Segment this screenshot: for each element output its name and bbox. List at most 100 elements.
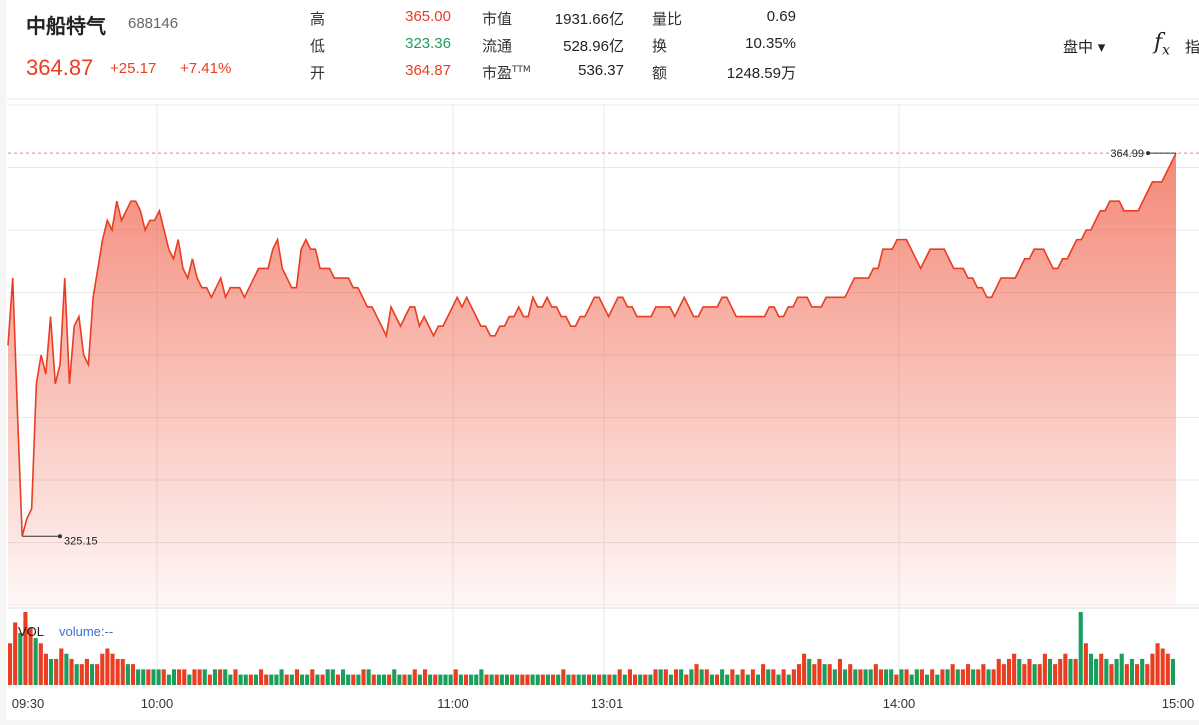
quote-value: 323.36 <box>405 35 451 52</box>
volume-bar <box>151 669 156 685</box>
quote-value: 0.69 <box>766 8 796 25</box>
volume-bar <box>894 674 899 685</box>
volume-bar <box>433 674 438 685</box>
volume-bar <box>335 674 340 685</box>
volume-bar <box>125 664 130 685</box>
volume-bar <box>858 669 863 685</box>
volume-bar <box>1032 664 1037 685</box>
volume-bar <box>1006 658 1012 685</box>
volume-bar <box>740 669 745 685</box>
volume-bar <box>269 674 274 685</box>
indicator-button[interactable]: 指 <box>1185 38 1199 56</box>
volume-bar <box>755 674 761 685</box>
fx-icon[interactable]: fx <box>1154 30 1171 59</box>
volume-bar <box>438 674 443 685</box>
volume-bar <box>59 648 64 685</box>
volume-bar <box>551 674 556 685</box>
volume-bar <box>873 664 878 685</box>
volume-bar <box>407 674 412 685</box>
quote-label: 低 <box>310 37 326 55</box>
volume-bar <box>166 674 171 685</box>
volume-bar <box>182 669 187 685</box>
quote-label: 市盈TTM <box>482 64 531 82</box>
mode-dropdown[interactable]: 盘中 ▾ <box>1063 38 1106 56</box>
volume-bar <box>392 669 397 685</box>
volume-bar <box>612 674 617 685</box>
volume-bar <box>950 664 955 685</box>
volume-bar <box>43 653 48 685</box>
volume-bar <box>566 674 571 685</box>
volume-bar <box>361 669 366 685</box>
volume-bar <box>899 669 904 685</box>
volume-bar <box>294 669 299 685</box>
quote-value: 1248.59万 <box>726 65 796 82</box>
quote-label: 量比 <box>652 10 683 28</box>
volume-bar <box>105 648 110 685</box>
volume-bar <box>187 674 192 685</box>
volume-bar <box>679 669 684 685</box>
volume-bar <box>1058 658 1063 685</box>
volume-value: volume:-- <box>59 624 114 639</box>
volume-bar <box>402 674 407 685</box>
volume-bar <box>479 669 484 685</box>
volume-bar <box>776 674 781 685</box>
volume-bar <box>945 669 950 685</box>
volume-bar <box>1170 658 1175 685</box>
volume-bar <box>1073 658 1078 685</box>
volume-bar <box>714 674 720 685</box>
volume-bar <box>745 674 750 685</box>
volume-bar <box>494 674 499 685</box>
chart-canvas[interactable]: 364.99 325.15 09:30 10:00 11:00 13:01 14:00 15:… <box>6 100 1199 720</box>
volume-bar <box>935 674 940 685</box>
volume-bar <box>684 674 689 685</box>
price-line <box>7 152 1177 537</box>
volume-bar <box>812 664 817 685</box>
volume-title: VOL <box>18 624 45 639</box>
volume-bar <box>228 674 233 685</box>
volume-bar <box>720 669 725 685</box>
volume-bar <box>735 674 740 685</box>
quote-header: 中船特气 688146 364.87 +25.17 +7.41% 高 365.00… <box>6 0 1199 98</box>
volume-bar <box>1109 664 1114 685</box>
x-tick-label: 15:00 <box>1162 696 1195 711</box>
volume-bar <box>781 669 786 685</box>
x-tick-label: 11:00 <box>437 696 469 711</box>
volume-bar <box>130 664 136 685</box>
volume-bar <box>274 674 279 685</box>
volume-bar <box>653 669 658 685</box>
volume-bar <box>586 674 591 685</box>
intraday-chart[interactable]: 364.99 325.15 09:30 10:00 11:00 13:01 14:00 15:… <box>6 100 1199 720</box>
volume-bar <box>694 664 699 685</box>
quote-label: 额 <box>652 64 668 82</box>
volume-bar <box>1124 664 1129 685</box>
volume-bar <box>54 658 59 685</box>
volume-bar <box>510 674 515 685</box>
volume-bar <box>320 674 325 685</box>
volume-bar <box>289 674 294 685</box>
volume-bar <box>607 674 612 685</box>
volume-bar <box>156 669 161 685</box>
quote-label: 市值 <box>482 10 513 28</box>
volume-bar <box>412 669 417 685</box>
volume-bar <box>417 674 422 685</box>
volume-bar <box>689 669 694 685</box>
volume-bar <box>889 669 894 685</box>
volume-bar <box>458 674 463 685</box>
volume-bar <box>1037 664 1042 685</box>
volume-bar <box>171 669 177 685</box>
volume-bar <box>233 669 238 685</box>
volume-bar <box>1099 653 1104 685</box>
volume-bar <box>177 669 182 685</box>
volume-bar <box>422 669 428 685</box>
volume-bar <box>1001 664 1006 685</box>
volume-bar <box>18 632 23 685</box>
volume-bar <box>356 674 361 685</box>
volume-bar <box>325 669 330 685</box>
volume-bar <box>218 669 223 685</box>
volume-bar <box>1165 653 1170 685</box>
volume-bar <box>592 674 597 685</box>
max-price-label: 364.99 <box>1110 148 1144 160</box>
volume-bar <box>95 664 100 685</box>
volume-bar <box>791 669 796 685</box>
volume-bar <box>484 674 489 685</box>
